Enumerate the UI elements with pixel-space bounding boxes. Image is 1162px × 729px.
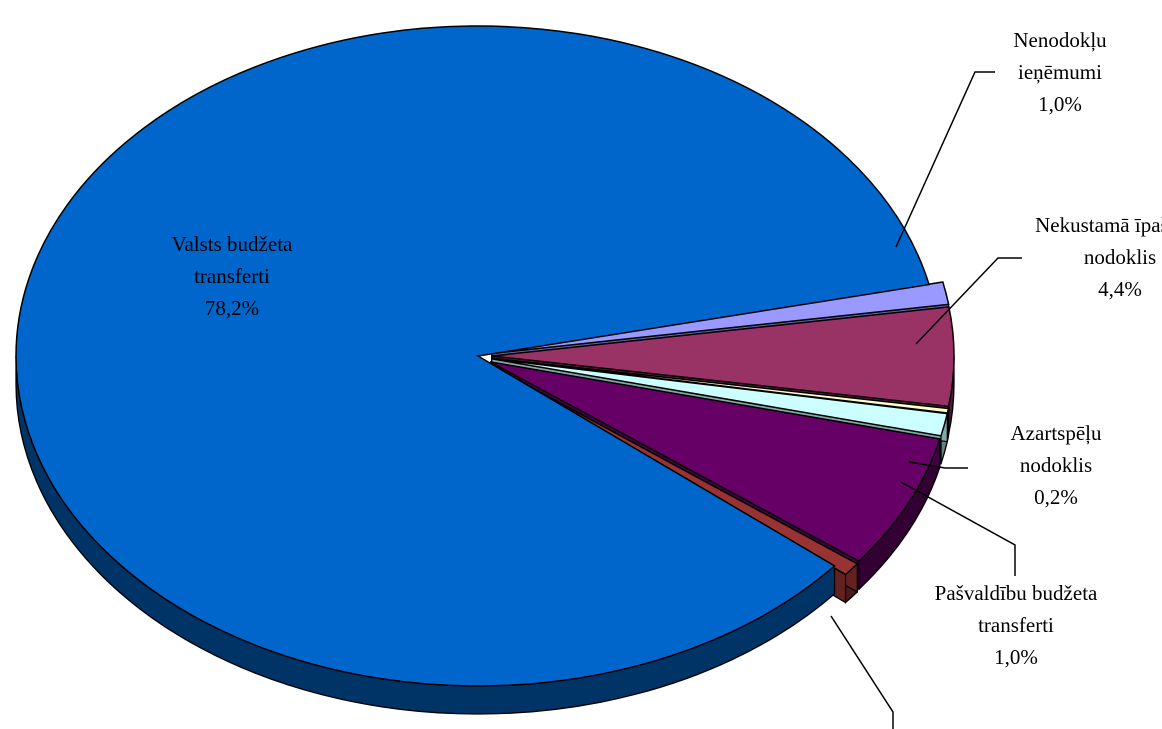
slice-label-6: Valsts budžeta transferti 78,2%	[172, 232, 293, 320]
slice-label-1: Nekustamā īpašuma nodoklis 4,4%	[1035, 213, 1162, 301]
slice-label-3: Pašvaldību budžeta transferti 1,0%	[935, 581, 1098, 669]
slice-label-line: 1,0%	[994, 645, 1038, 669]
slice-label-line: ieņēmumi	[1018, 60, 1102, 84]
pie-slice-1	[491, 306, 955, 408]
slice-label-line: Nenodokļu	[1013, 28, 1107, 52]
slice-labels: Nenodokļu ieņēmumi 1,0% Nekustamā īpašuma no…	[172, 28, 1162, 669]
slice-label-line: Nekustamā īpašuma	[1035, 213, 1162, 237]
slice-label-line: 0,2%	[1034, 485, 1078, 509]
pie-slice-3	[491, 358, 949, 437]
leader-line-0	[895, 71, 995, 248]
slice-label-line: 1,0%	[1038, 92, 1082, 116]
leader-line-2	[908, 461, 968, 469]
slice-label-line: Valsts budžeta	[172, 232, 293, 256]
slice-label-line: transferti	[978, 613, 1054, 637]
leader-line-3	[900, 481, 1016, 576]
slice-label-line: transferti	[194, 264, 270, 288]
slice-label-0: Nenodokļu ieņēmumi 1,0%	[1013, 28, 1107, 116]
slice-label-line: Azartspēļu	[1011, 421, 1102, 445]
pie-slices	[15, 25, 955, 687]
slice-label-line: 4,4%	[1098, 277, 1142, 301]
leader-lines	[830, 71, 1022, 729]
pie-slice-4	[490, 361, 941, 563]
slice-label-line: nodoklis	[1084, 245, 1156, 269]
leader-line-1	[915, 257, 1022, 345]
slice-label-2: Azartspēļu nodoklis 0,2%	[1011, 421, 1102, 509]
pie-slice-6	[15, 25, 931, 687]
slice-label-line: Pašvaldību budžeta	[935, 581, 1098, 605]
slice-label-line: nodoklis	[1020, 453, 1092, 477]
leader-line-4	[830, 615, 894, 729]
slice-label-line: 78,2%	[205, 296, 259, 320]
